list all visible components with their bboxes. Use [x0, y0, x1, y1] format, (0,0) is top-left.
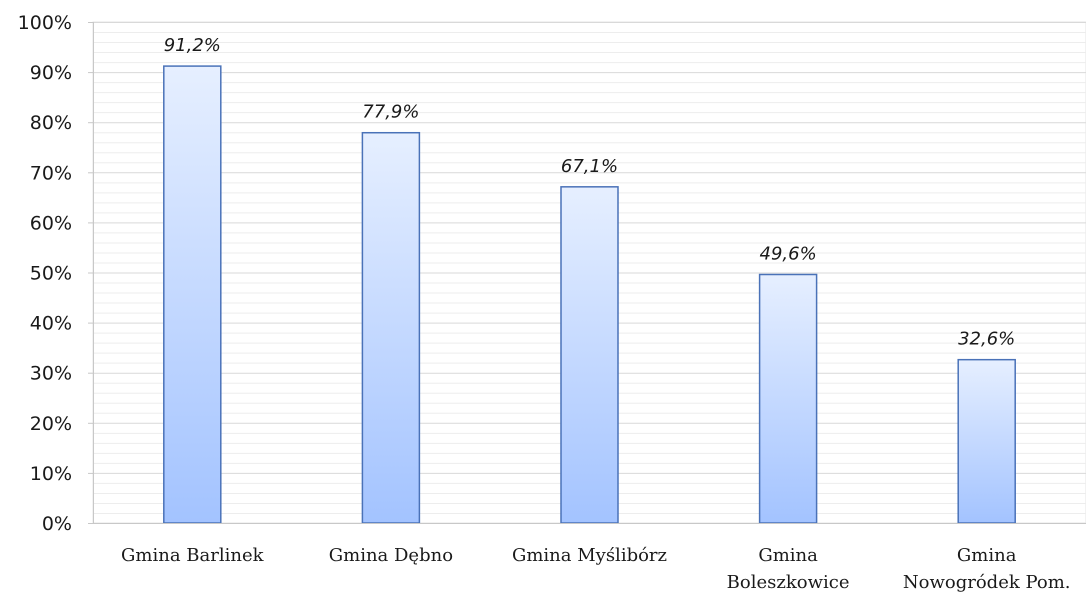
y-tick-label: 80%: [30, 112, 72, 134]
y-tick-label: 10%: [30, 463, 72, 485]
x-tick-label-line: Gmina: [957, 545, 1017, 566]
x-tick-label: Gmina Boleszkowice: [727, 545, 850, 592]
x-tick-label-line: Gmina Myślibórz: [512, 545, 667, 566]
x-tick-label-line: Boleszkowice: [727, 572, 850, 592]
y-tick-label: 90%: [30, 62, 72, 84]
data-label: 32,6%: [958, 329, 1015, 350]
x-axis: Gmina Barlinek Gmina Dębno Gmina Myślibórz…: [93, 523, 1086, 592]
y-tick-label: 50%: [30, 263, 72, 285]
y-tick-label: 60%: [30, 212, 72, 234]
data-label: 49,6%: [760, 244, 817, 265]
bar: [957, 358, 1016, 524]
y-tick-label: 70%: [30, 162, 72, 184]
y-tick-label: 0%: [42, 513, 72, 535]
y-tick-label: 100%: [18, 12, 72, 34]
x-tick-label: Gmina Barlinek: [121, 545, 265, 566]
bar: [758, 273, 818, 524]
data-label: 91,2%: [164, 35, 221, 56]
x-tick-label-line: Gmina: [758, 545, 818, 566]
x-tick-label-line: Nowogródek Pom.: [903, 572, 1071, 592]
x-tick-label: Gmina Nowogródek Pom.: [903, 545, 1071, 592]
x-tick-label: Gmina Myślibórz: [512, 545, 667, 566]
y-tick-label: 20%: [30, 413, 72, 435]
data-label: 77,9%: [362, 102, 419, 123]
y-tick-label: 30%: [30, 363, 72, 385]
bar: [361, 131, 421, 524]
bars: [163, 65, 1016, 524]
bar: [163, 65, 222, 524]
x-tick-label-line: Gmina Dębno: [329, 545, 453, 566]
x-tick-label: Gmina Dębno: [329, 545, 453, 566]
y-axis: 0% 10% 20% 30% 40% 50% 60% 70% 80% 90% 100%: [18, 12, 94, 535]
data-label: 67,1%: [561, 156, 618, 177]
x-tick-label-line: Gmina Barlinek: [121, 545, 265, 566]
y-tick-label: 40%: [30, 313, 72, 335]
bar: [560, 186, 619, 524]
data-labels: 91,2% 77,9% 67,1% 49,6% 32,6%: [164, 35, 1016, 350]
